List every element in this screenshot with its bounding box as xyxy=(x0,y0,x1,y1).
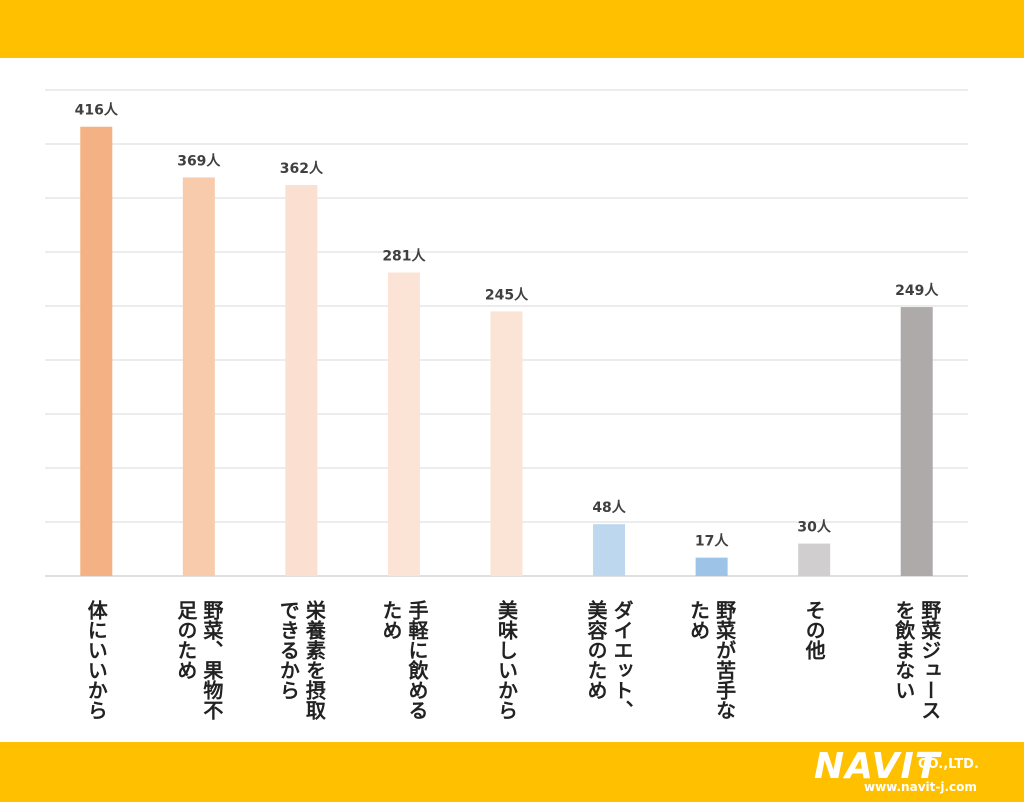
x-tick-label: 栄養素を摂取 xyxy=(302,599,326,721)
bars xyxy=(80,126,933,577)
data-label: 17人 xyxy=(695,533,729,550)
x-tick-label: 野菜ジュース xyxy=(918,600,942,720)
x-tick-label: ため xyxy=(687,600,711,640)
data-label: 369人 xyxy=(177,152,221,169)
logo-url: www.navit-j.com xyxy=(864,780,977,794)
data-label: 48人 xyxy=(592,499,626,516)
data-label: 281人 xyxy=(382,248,426,265)
bar xyxy=(798,543,831,576)
x-tick-label: 手軽に飲める xyxy=(405,599,429,720)
x-tick-label: できるから xyxy=(276,600,300,700)
data-label: 362人 xyxy=(280,160,324,177)
bar xyxy=(900,307,933,576)
value-labels: 416人 369人 362人 281人 245人 48人 17人 30人 249人 xyxy=(75,102,940,550)
x-tick-label: 足のため xyxy=(174,600,198,680)
x-tick-label: 体にいいから xyxy=(84,599,108,720)
bar xyxy=(490,311,523,576)
x-tick-label: ため xyxy=(379,600,403,640)
data-label: 245人 xyxy=(485,286,529,303)
bar xyxy=(695,557,728,576)
bar xyxy=(387,272,420,576)
data-label: 249人 xyxy=(895,282,939,299)
bar xyxy=(285,185,318,577)
x-tick-label: 美容のため xyxy=(584,599,608,700)
bottom-banner xyxy=(0,742,1024,802)
logo-company-suffix: CO.,LTD. xyxy=(918,757,979,772)
x-tick-label: 野菜が苦手な xyxy=(713,600,737,720)
top-banner xyxy=(0,0,1024,58)
x-tick-label: を飲まない xyxy=(892,600,916,700)
x-tick-label: 野菜、果物不 xyxy=(200,600,224,720)
logo-wordmark: NAVIT xyxy=(814,746,941,787)
bar xyxy=(80,126,113,576)
x-tick-label: その他 xyxy=(802,600,826,660)
data-label: 416人 xyxy=(75,102,119,119)
data-label: 30人 xyxy=(797,519,831,536)
navit-logo: NAVIT CO.,LTD. www.navit-j.com xyxy=(814,744,996,800)
x-tick-label: 美味しいから xyxy=(495,599,519,720)
bar xyxy=(182,177,215,577)
bar xyxy=(593,524,626,576)
x-tick-label: ダイエット、 xyxy=(610,600,634,720)
